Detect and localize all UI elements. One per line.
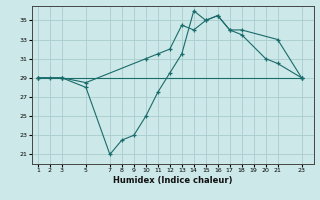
X-axis label: Humidex (Indice chaleur): Humidex (Indice chaleur): [113, 176, 233, 185]
